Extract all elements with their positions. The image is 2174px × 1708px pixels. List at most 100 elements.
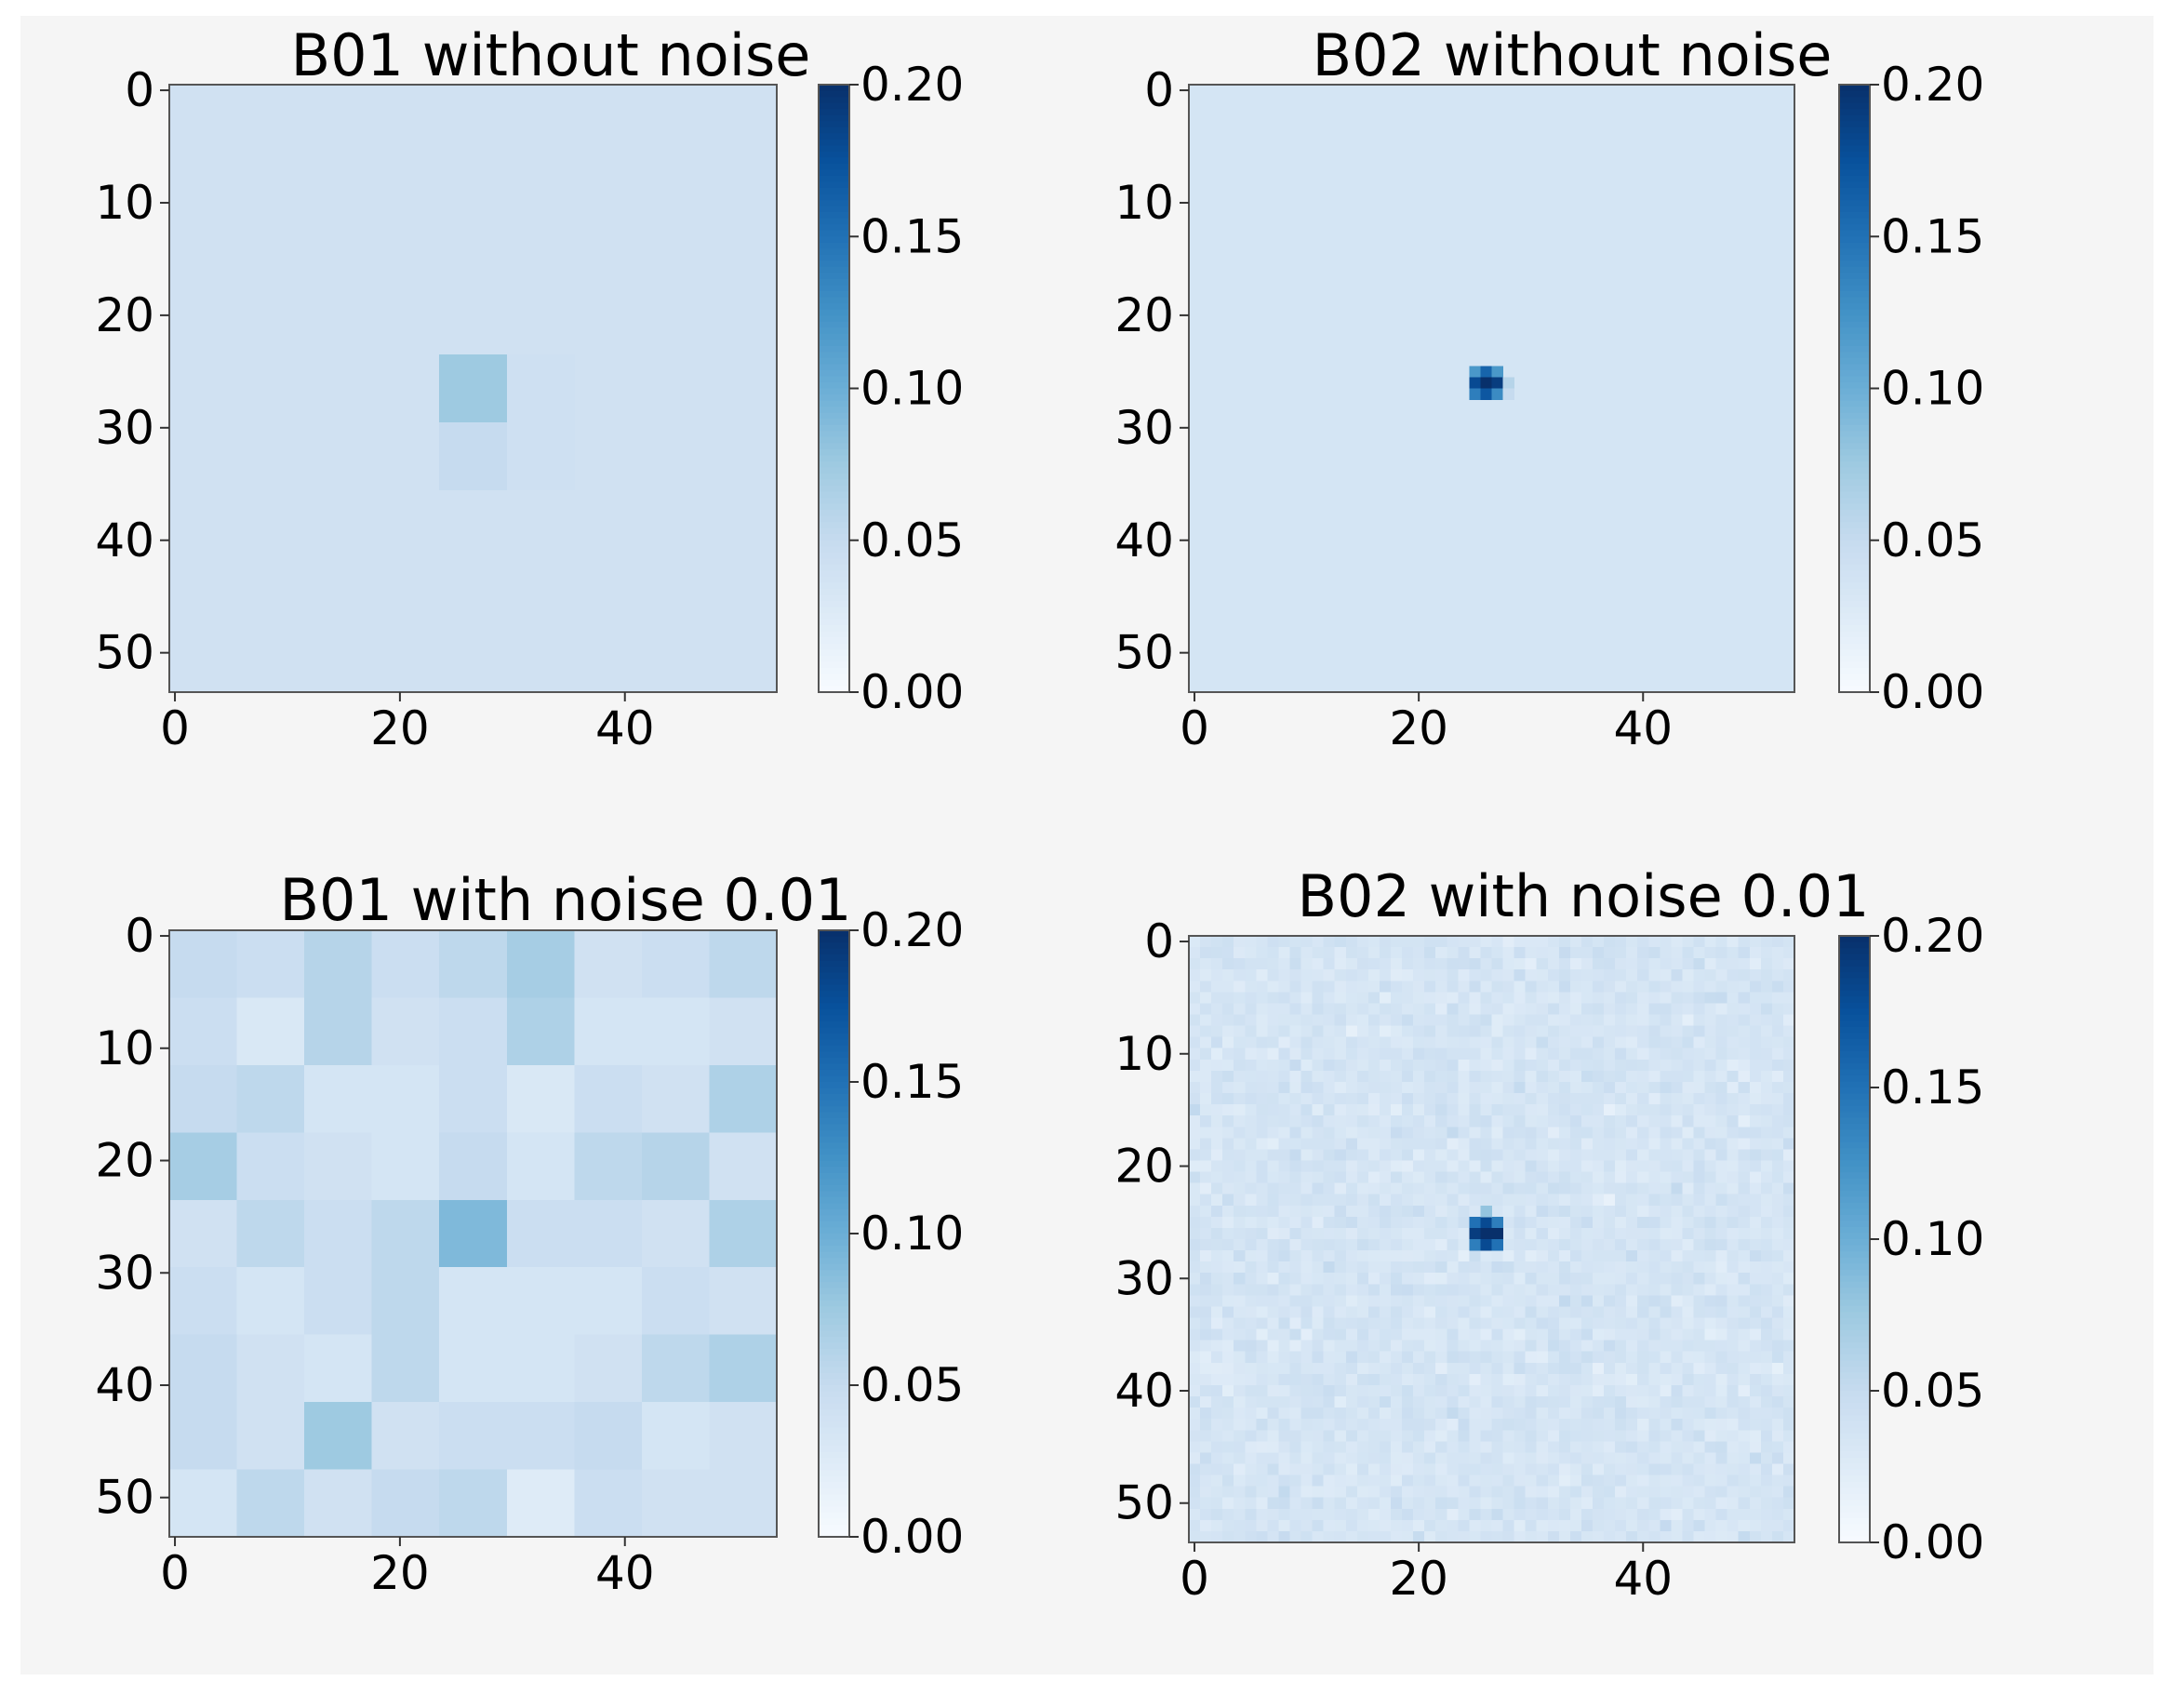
heatmap-pixel xyxy=(1580,1284,1594,1296)
heatmap-pixel xyxy=(1435,1396,1447,1408)
heatmap-pixel xyxy=(1300,1463,1314,1476)
heatmap-pixel xyxy=(1604,1070,1616,1083)
heatmap-pixel xyxy=(1738,969,1751,981)
heatmap-pixel xyxy=(1693,1081,1706,1094)
heatmap-pixel xyxy=(1782,1216,1795,1229)
colorbar-segment xyxy=(819,1300,849,1308)
heatmap-pixel xyxy=(1211,1025,1223,1038)
heatmap-pixel xyxy=(1300,981,1314,993)
heatmap-pixel xyxy=(1391,1205,1403,1218)
heatmap-pixel xyxy=(1682,1362,1695,1375)
colorbar-segment xyxy=(1839,522,1870,529)
colorbar-segment xyxy=(819,1069,849,1077)
colorbar-segment xyxy=(819,1342,849,1350)
heatmap-pixel xyxy=(1525,1340,1538,1353)
heatmap-pixel xyxy=(1222,1284,1234,1296)
heatmap-pixel xyxy=(1660,1070,1672,1083)
heatmap-pixel xyxy=(1580,1093,1594,1105)
heatmap-pixel xyxy=(1771,1463,1784,1476)
heatmap-pixel xyxy=(1604,1205,1616,1218)
heatmap-pixel xyxy=(1458,1452,1470,1465)
heatmap-pixel xyxy=(1569,1340,1582,1353)
heatmap-pixel xyxy=(1626,1194,1638,1207)
heatmap-pixel xyxy=(1749,936,1762,948)
heatmap-pixel xyxy=(1615,1059,1627,1072)
heatmap-pixel xyxy=(1356,1261,1369,1274)
heatmap-pixel xyxy=(1502,1036,1515,1049)
heatmap-pixel xyxy=(1323,1273,1336,1285)
heatmap-pixel xyxy=(1256,1205,1268,1218)
colorbar-segment xyxy=(819,1475,849,1484)
heatmap-pixel xyxy=(1580,1306,1594,1319)
heatmap-pixel xyxy=(1514,1373,1527,1386)
heatmap-pixel xyxy=(1738,1059,1751,1072)
heatmap-pixel xyxy=(1660,1194,1672,1207)
heatmap-pixel xyxy=(1356,981,1369,993)
heatmap-pixel xyxy=(1682,1182,1695,1195)
heatmap-pixel xyxy=(1402,1519,1414,1532)
heatmap-pixel xyxy=(1637,1171,1649,1184)
colorbar-segment xyxy=(1839,1239,1870,1247)
heatmap-pixel xyxy=(1278,1171,1291,1184)
heatmap-pixel xyxy=(1704,1441,1717,1454)
heatmap-pixel xyxy=(1558,1530,1571,1543)
heatmap-pixel xyxy=(1278,1530,1291,1543)
heatmap-pixel xyxy=(1458,1216,1470,1229)
heatmap-pixel xyxy=(1547,1351,1560,1364)
heatmap-pixel xyxy=(1402,1182,1414,1195)
heatmap-pixel xyxy=(1189,1306,1201,1319)
heatmap-pixel xyxy=(1558,1194,1571,1207)
colorbar-segment xyxy=(819,139,849,147)
heatmap-pixel xyxy=(1491,1486,1504,1499)
heatmap-pixel xyxy=(1312,1351,1325,1364)
heatmap-pixel xyxy=(1727,1093,1740,1105)
heatmap-pixel xyxy=(1424,1351,1436,1364)
heatmap-pixel xyxy=(1334,1047,1347,1061)
heatmap-pixel xyxy=(1749,1463,1762,1476)
heatmap-pixel xyxy=(1558,1149,1571,1162)
heatmap-pixel xyxy=(1334,936,1347,948)
heatmap-pixel xyxy=(1413,1384,1425,1397)
heatmap-pixel xyxy=(1312,947,1325,959)
heatmap-pixel xyxy=(1580,1149,1594,1162)
heatmap-block xyxy=(371,997,440,1066)
heatmap-pixel xyxy=(1334,1070,1347,1083)
heatmap-pixel xyxy=(1424,1205,1436,1218)
heatmap-pixel xyxy=(1738,1497,1751,1510)
heatmap-pixel xyxy=(1502,1250,1515,1262)
heatmap-pixel xyxy=(1604,947,1616,959)
heatmap-pixel xyxy=(1222,1408,1234,1420)
heatmap-pixel xyxy=(1256,1351,1268,1364)
heatmap-pixel xyxy=(1547,1396,1560,1408)
heatmap-pixel xyxy=(1300,936,1314,948)
y-tick-label: 40 xyxy=(1114,1364,1174,1418)
heatmap-pixel xyxy=(1637,1486,1649,1499)
heatmap-pixel xyxy=(1367,1452,1380,1465)
heatmap-pixel xyxy=(1256,1396,1268,1408)
heatmap-pixel xyxy=(1245,1081,1257,1094)
heatmap-pixel xyxy=(1749,969,1762,981)
colorbar-segment xyxy=(819,1500,849,1508)
heatmap-block xyxy=(709,930,778,999)
heatmap-pixel xyxy=(1458,1362,1470,1375)
heatmap-pixel xyxy=(1771,1508,1784,1521)
heatmap-pixel xyxy=(1278,1127,1291,1139)
heatmap-pixel xyxy=(1727,1384,1740,1397)
heatmap-pixel xyxy=(1222,1441,1234,1454)
heatmap-pixel xyxy=(1379,1081,1392,1094)
heatmap-pixel xyxy=(1367,1104,1380,1116)
colorbar-segment xyxy=(1839,431,1870,438)
colorbar-segment xyxy=(819,1094,849,1101)
heatmap-pixel xyxy=(1312,1508,1325,1521)
colorbar-segment xyxy=(1839,273,1870,280)
heatmap-pixel xyxy=(1660,1149,1672,1162)
heatmap-pixel xyxy=(1447,1014,1459,1027)
colorbar: 0.000.050.100.150.20 xyxy=(818,903,964,1564)
colorbar-segment xyxy=(819,321,849,328)
y-tick-label: 30 xyxy=(1114,401,1174,455)
heatmap-pixel xyxy=(1693,969,1706,981)
heatmap-pixel xyxy=(1749,947,1762,959)
heatmap-pixel xyxy=(1637,1025,1649,1038)
colorbar-segment xyxy=(1839,1524,1870,1531)
heatmap-pixel xyxy=(1525,947,1538,959)
